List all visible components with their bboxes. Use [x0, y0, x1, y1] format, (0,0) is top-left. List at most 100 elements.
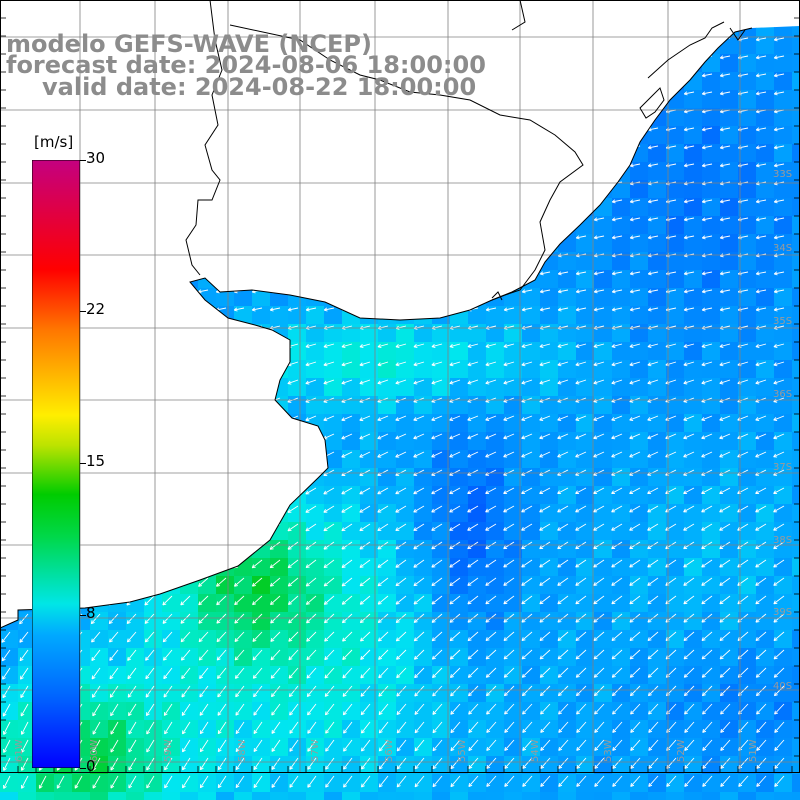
- field-cell: [684, 36, 703, 55]
- field-cell: [234, 126, 253, 145]
- wind-arrow: [215, 145, 227, 150]
- field-cell: [144, 792, 163, 800]
- field-cell: [648, 342, 667, 361]
- field-cell: [126, 648, 145, 667]
- field-cell: [198, 720, 217, 739]
- field-cell: [396, 378, 415, 397]
- field-cell: [522, 306, 541, 325]
- field-cell: [234, 360, 253, 379]
- field-cell: [126, 0, 145, 19]
- wind-arrow: [197, 217, 209, 222]
- wind-arrow: [197, 343, 209, 349]
- field-cell: [144, 108, 163, 127]
- field-cell: [468, 648, 487, 667]
- field-cell: [774, 198, 793, 217]
- field-cell: [792, 198, 800, 217]
- wind-arrow: [593, 91, 605, 96]
- field-cell: [324, 270, 343, 289]
- field-cell: [738, 198, 757, 217]
- field-cell: [738, 738, 757, 757]
- field-cell: [378, 270, 397, 289]
- wind-arrow: [233, 487, 245, 495]
- field-cell: [0, 342, 19, 361]
- field-cell: [0, 288, 19, 307]
- field-cell: [234, 504, 253, 523]
- field-cell: [522, 774, 541, 793]
- wind-arrow: [630, 20, 640, 23]
- wind-arrow: [125, 235, 137, 240]
- field-cell: [468, 378, 487, 397]
- wind-arrow: [215, 379, 227, 385]
- wind-arrow: [287, 289, 299, 294]
- field-cell: [450, 396, 469, 415]
- field-cell: [594, 36, 613, 55]
- field-cell: [162, 522, 181, 541]
- field-cell: [396, 198, 415, 217]
- wind-arrow: [215, 361, 227, 367]
- wind-arrow: [269, 199, 281, 204]
- wind-arrow: [0, 127, 11, 132]
- field-cell: [216, 450, 235, 469]
- field-cell: [792, 756, 800, 775]
- wind-arrow: [359, 271, 371, 276]
- field-cell: [0, 90, 19, 109]
- field-cell: [72, 0, 91, 19]
- wind-arrow: [53, 127, 65, 132]
- field-cell: [0, 234, 19, 253]
- field-cell: [792, 576, 800, 595]
- field-cell: [180, 450, 199, 469]
- field-cell: [126, 558, 145, 577]
- wind-arrow: [468, 20, 478, 23]
- field-cell: [666, 576, 685, 595]
- field-cell: [324, 216, 343, 235]
- field-cell: [306, 360, 325, 379]
- field-cell: [198, 378, 217, 397]
- wind-arrow: [503, 145, 515, 150]
- field-cell: [378, 396, 397, 415]
- wind-arrow: [774, 20, 784, 23]
- field-cell: [252, 108, 271, 127]
- field-cell: [504, 666, 523, 685]
- field-cell: [144, 324, 163, 343]
- field-cell: [558, 792, 577, 800]
- field-cell: [252, 270, 271, 289]
- field-cell: [558, 594, 577, 613]
- field-cell: [792, 486, 800, 505]
- field-cell: [198, 774, 217, 793]
- field-cell: [324, 612, 343, 631]
- wind-arrow: [0, 523, 11, 533]
- wind-arrow: [197, 361, 209, 367]
- field-cell: [576, 666, 595, 685]
- field-cell: [90, 432, 109, 451]
- field-cell: [720, 792, 739, 800]
- longitude-label: 59W: [163, 739, 174, 762]
- wind-arrow: [521, 55, 533, 60]
- wind-arrow: [0, 271, 11, 276]
- field-cell: [162, 324, 181, 343]
- wind-arrow: [233, 505, 245, 513]
- wind-arrow: [396, 20, 406, 23]
- field-cell: [774, 756, 793, 775]
- field-cell: [180, 432, 199, 451]
- field-cell: [684, 666, 703, 685]
- field-cell: [540, 360, 559, 379]
- wind-arrow: [341, 235, 353, 240]
- field-cell: [504, 414, 523, 433]
- wind-arrow: [251, 127, 263, 132]
- field-cell: [720, 26, 739, 37]
- wind-arrow: [90, 20, 100, 23]
- wind-arrow: [143, 343, 155, 349]
- field-cell: [306, 630, 325, 649]
- field-cell: [630, 252, 649, 271]
- wind-arrow: [161, 451, 173, 458]
- field-cell: [576, 108, 595, 127]
- field-cell: [702, 108, 721, 127]
- wind-arrow: [467, 217, 479, 222]
- wind-arrow: [107, 145, 119, 150]
- field-cell: [162, 486, 181, 505]
- wind-arrow: [377, 199, 389, 204]
- field-cell: [396, 288, 415, 307]
- wind-arrow: [575, 145, 587, 150]
- field-cell: [666, 720, 685, 739]
- wind-arrow: [125, 289, 137, 294]
